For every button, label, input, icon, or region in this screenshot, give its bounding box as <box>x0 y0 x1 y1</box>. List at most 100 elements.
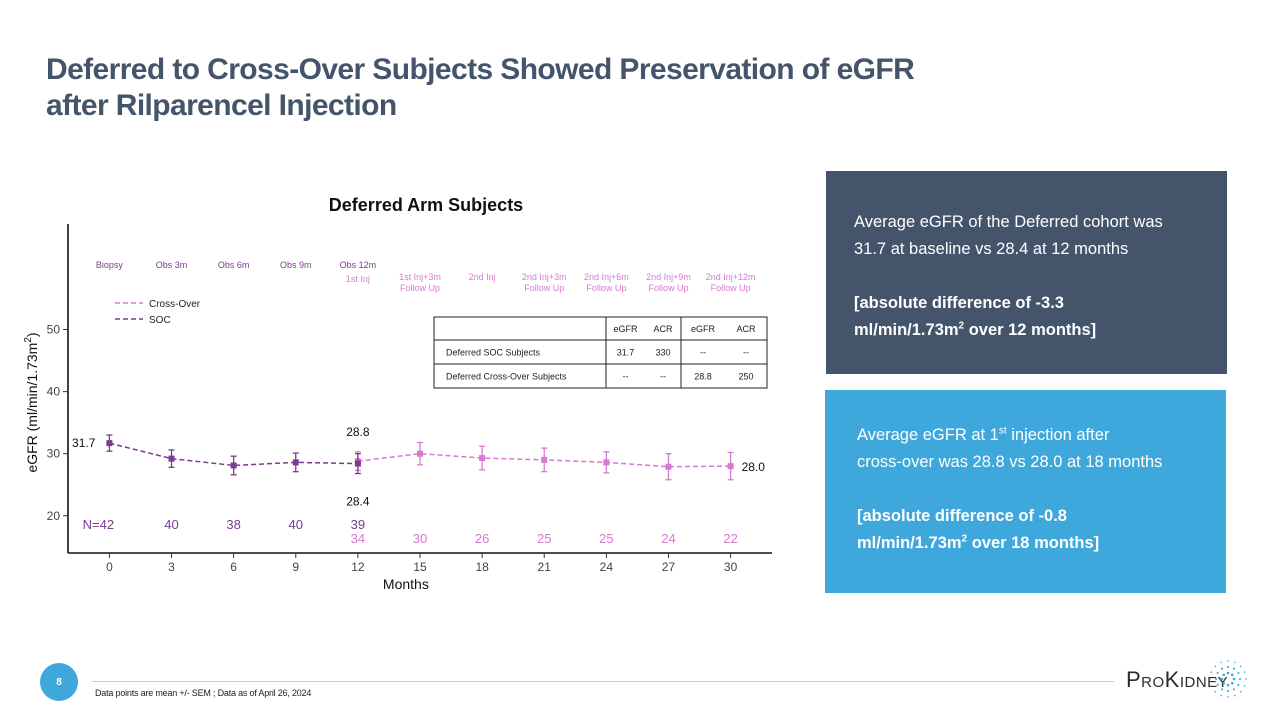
title-line-2: after Rilparencel Injection <box>46 89 397 122</box>
page-number-badge: 8 <box>40 663 78 701</box>
logo-dot <box>1226 665 1230 669</box>
summary-crossover-bold-2: ml/min/1.73m2 over 18 months] <box>857 533 1100 552</box>
table-cell: 28.8 <box>694 372 712 382</box>
phase-label: Follow Up <box>648 283 688 293</box>
cross-over-point <box>727 463 734 470</box>
cross-over-point <box>479 455 486 462</box>
cross-over-point <box>417 450 423 457</box>
summary-crossover-line-2: cross-over was 28.8 vs 28.0 at 18 months <box>857 453 1163 471</box>
x-tick-label: 18 <box>475 560 489 574</box>
soc-point <box>354 460 361 467</box>
phase-label: 2nd Inj+12m <box>706 272 756 282</box>
soc-point <box>230 462 237 469</box>
logo-dot <box>1239 665 1242 668</box>
n-count-cross-over: 25 <box>599 531 613 546</box>
logo-dot <box>1237 671 1240 675</box>
logo-dot <box>1226 689 1230 693</box>
x-tick-label: 0 <box>106 560 113 574</box>
table-cell: 31.7 <box>617 348 635 358</box>
logo-dot <box>1234 661 1236 664</box>
logo-dot <box>1227 660 1229 662</box>
logo-dot <box>1220 661 1222 664</box>
phase-label: Biopsy <box>96 260 124 270</box>
y-tick-label: 40 <box>47 385 61 399</box>
summary-box-deferred: Average eGFR of the Deferred cohort was … <box>826 171 1227 374</box>
table-cell: -- <box>660 372 666 382</box>
logo-dot <box>1220 688 1224 691</box>
logo-dot <box>1243 685 1246 687</box>
n-count-soc: 38 <box>226 517 240 532</box>
egfr-chart: 20 30 40 50 0 3 6 9 12 15 18 21 24 27 30 eGFR ACR eGFR AC… <box>0 180 800 600</box>
x-tick-label: 15 <box>413 560 427 574</box>
logo-dot <box>1243 671 1246 673</box>
logo-dot <box>1245 678 1247 680</box>
logo-dot <box>1216 671 1219 675</box>
logo-dot <box>1239 690 1242 693</box>
company-logo-icon <box>1209 660 1247 698</box>
table-cell: Deferred Cross-Over Subjects <box>446 372 567 382</box>
summary-deferred-bold-2: ml/min/1.73m2 over 12 months] <box>854 320 1097 339</box>
x-tick-label: 21 <box>538 560 552 574</box>
logo-dot <box>1222 681 1226 685</box>
summary-crossover-line-1: Average eGFR at 1st injection after <box>857 425 1110 444</box>
phase-label: Follow Up <box>711 283 751 293</box>
cross-over-point <box>603 459 610 466</box>
phase-label: 2nd Inj+9m <box>646 272 691 282</box>
x-tick-label: 3 <box>168 560 175 574</box>
logo-dot <box>1234 694 1236 697</box>
logo-dot <box>1214 690 1217 693</box>
logo-dot <box>1210 685 1213 687</box>
legend-label: Cross-Over <box>149 299 201 310</box>
data-table <box>433 316 768 389</box>
summary-deferred-line-2: 31.7 at baseline vs 28.4 at 12 months <box>854 240 1129 258</box>
n-count-cross-over: 26 <box>475 531 489 546</box>
phase-label: Follow Up <box>586 283 626 293</box>
logo-dot <box>1216 683 1219 687</box>
logo-dot <box>1238 677 1242 681</box>
logo-dot <box>1226 671 1230 675</box>
n-count-cross-over: 30 <box>413 531 427 546</box>
logo-dot <box>1214 665 1217 668</box>
n-count-soc: 40 <box>289 517 303 532</box>
logo-dot <box>1230 681 1234 685</box>
phase-label: 1st Inj+3m <box>399 272 441 282</box>
logo-dot <box>1214 677 1218 681</box>
logo-dot <box>1232 688 1236 691</box>
logo-dot <box>1209 678 1211 680</box>
page-title: Deferred to Cross-Over Subjects Showed P… <box>46 52 986 124</box>
x-tick-label: 6 <box>230 560 237 574</box>
phase-label: 2nd Inj <box>469 272 496 282</box>
logo-dot <box>1220 667 1224 670</box>
n-count-soc: N=42 <box>83 517 114 532</box>
x-tick-label: 12 <box>351 560 365 574</box>
x-tick-label: 30 <box>724 560 738 574</box>
summary-deferred-line-1: Average eGFR of the Deferred cohort was <box>854 213 1163 231</box>
phase-label: Obs 12m <box>340 260 377 270</box>
value-label: 28.8 <box>346 425 370 439</box>
table-cell: -- <box>743 348 749 358</box>
n-count-cross-over: 34 <box>351 531 365 546</box>
y-tick-label: 30 <box>47 447 61 461</box>
phase-label: 1st Inj <box>346 274 370 284</box>
logo-dot <box>1210 671 1213 673</box>
phase-label: 2nd Inj+6m <box>584 272 629 282</box>
value-label: 28.4 <box>346 495 370 509</box>
table-header-cell: ACR <box>736 324 756 334</box>
n-count-cross-over: 22 <box>723 531 737 546</box>
company-logo-text: ProKidney <box>1126 667 1229 692</box>
value-label: 28.0 <box>742 460 766 474</box>
x-axis-title: Months <box>383 576 429 592</box>
logo-dot <box>1226 683 1230 687</box>
phase-label: Follow Up <box>524 283 564 293</box>
logo-dot <box>1232 677 1236 681</box>
logo-dot <box>1220 677 1224 681</box>
table-header-cell: eGFR <box>691 324 716 334</box>
x-tick-label: 9 <box>292 560 299 574</box>
phase-label: Obs 3m <box>156 260 188 270</box>
value-label: 31.7 <box>72 436 96 450</box>
phase-label: Obs 6m <box>218 260 250 270</box>
x-tick-label: 24 <box>600 560 614 574</box>
table-header-cell: ACR <box>653 324 673 334</box>
summary-crossover-bold-1: [absolute difference of -0.8 <box>857 507 1067 525</box>
x-tick-label: 27 <box>662 560 676 574</box>
